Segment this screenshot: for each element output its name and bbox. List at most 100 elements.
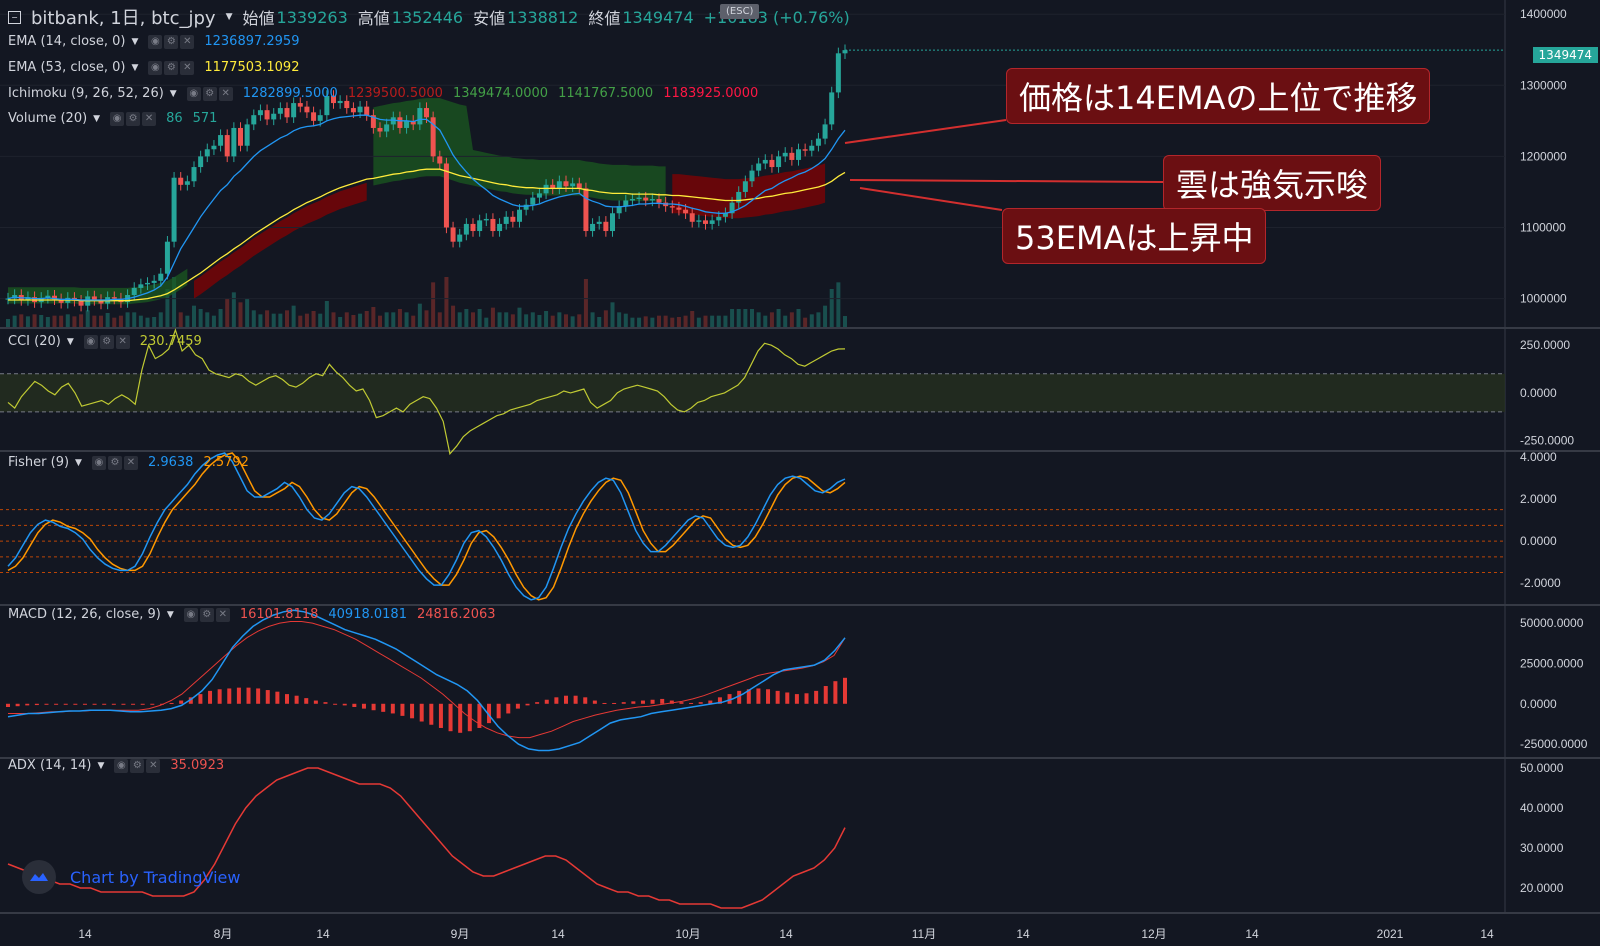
close-icon[interactable]: ✕: [123, 455, 138, 470]
macd-histogram-bar: [400, 703, 405, 716]
cci-value: 230.7459: [139, 334, 202, 349]
macd-axis-label: 50000.0000: [1520, 616, 1584, 630]
macd-line: [7, 609, 846, 752]
volume-bar: [530, 312, 535, 327]
gear-icon[interactable]: ⚙: [164, 34, 179, 49]
time-axis-label: 14: [78, 927, 92, 941]
chevron-down-icon[interactable]: ▼: [93, 113, 101, 124]
volume-bar: [351, 315, 356, 327]
legend-adx[interactable]: ADX (14, 14) ▼ ◉ ⚙ ✕ 35.0923: [8, 758, 224, 773]
gear-icon[interactable]: ⚙: [130, 758, 145, 773]
candle-body: [317, 115, 323, 121]
volume-bar: [331, 312, 336, 327]
legend-ema53[interactable]: EMA (53, close, 0) ▼ ◉ ⚙ ✕ 1177503.1092: [8, 60, 299, 75]
eye-icon[interactable]: ◉: [148, 34, 163, 49]
indicator-tools: ◉ ⚙ ✕: [183, 607, 230, 622]
candle-body: [344, 100, 350, 109]
macd-histogram-bar: [285, 694, 289, 704]
volume-bar: [537, 315, 542, 327]
volume-bar: [132, 312, 137, 327]
gear-icon[interactable]: ⚙: [107, 455, 122, 470]
volume-bar: [743, 309, 748, 327]
tradingview-watermark[interactable]: Chart by TradingView: [22, 860, 240, 894]
legend-ichimoku[interactable]: Ichimoku (9, 26, 52, 26) ▼ ◉ ⚙ ✕ 1282899.50…: [8, 86, 758, 101]
candle-body: [45, 295, 51, 298]
gear-icon[interactable]: ⚙: [126, 111, 141, 126]
eye-icon[interactable]: ◉: [183, 607, 198, 622]
ichimoku-cloud: [672, 163, 826, 219]
close-icon[interactable]: ✕: [146, 758, 161, 773]
volume-bar: [676, 317, 681, 327]
close-icon[interactable]: ✕: [218, 86, 233, 101]
close-icon[interactable]: ✕: [115, 334, 130, 349]
gear-icon[interactable]: ⚙: [164, 60, 179, 75]
fisher-trigger-value: 2.5792: [203, 455, 249, 470]
eye-icon[interactable]: ◉: [91, 455, 106, 470]
gear-icon[interactable]: ⚙: [199, 607, 214, 622]
esc-badge[interactable]: (ESC): [720, 4, 760, 19]
close-icon[interactable]: ✕: [180, 34, 195, 49]
volume-bar: [344, 312, 349, 327]
candle-body: [204, 149, 210, 157]
chevron-down-icon[interactable]: ▼: [66, 336, 74, 347]
macd-histogram-bar: [794, 694, 799, 704]
price-axis-label: 1200000: [1520, 149, 1567, 163]
close-icon[interactable]: ✕: [142, 111, 157, 126]
macd-histogram-bar: [304, 698, 309, 704]
candle-body: [530, 197, 536, 205]
time-axis-label: 14: [551, 927, 565, 941]
legend-cci[interactable]: CCI (20) ▼ ◉ ⚙ ✕ 230.7459: [8, 334, 202, 349]
macd-histogram-bar: [438, 703, 443, 728]
chevron-down-icon[interactable]: ▼: [97, 760, 105, 771]
eye-icon[interactable]: ◉: [110, 111, 125, 126]
chevron-down-icon[interactable]: ▼: [225, 12, 233, 22]
volume-bar: [424, 310, 429, 327]
candle-body: [510, 216, 516, 222]
volume-bar: [696, 317, 701, 327]
candle-body: [437, 156, 443, 164]
candle-body: [742, 181, 748, 192]
chevron-down-icon[interactable]: ▼: [169, 88, 177, 99]
close-icon[interactable]: ✕: [180, 60, 195, 75]
chevron-down-icon[interactable]: ▼: [131, 36, 139, 47]
macd-histogram-bar: [111, 703, 116, 705]
volume-bar: [836, 282, 841, 327]
legend-macd[interactable]: MACD (12, 26, close, 9) ▼ ◉ ⚙ ✕ 16101.8118 …: [8, 607, 496, 622]
macd-histogram-bar: [44, 703, 49, 705]
eye-icon[interactable]: ◉: [186, 86, 201, 101]
macd-histogram-bar: [525, 703, 530, 706]
eye-icon[interactable]: ◉: [83, 334, 98, 349]
volume-bar: [597, 317, 602, 327]
eye-icon[interactable]: ◉: [114, 758, 129, 773]
volume-bar: [324, 301, 329, 327]
candle-body: [596, 221, 602, 224]
legend-fisher[interactable]: Fisher (9) ▼ ◉ ⚙ ✕ 2.9638 2.5792: [8, 455, 249, 470]
macd-histogram-bar: [169, 702, 174, 704]
candle-body: [563, 181, 569, 187]
macd-histogram-bar: [496, 703, 501, 719]
volume-bar: [431, 282, 436, 327]
close-icon[interactable]: ✕: [215, 607, 230, 622]
volume-bar: [683, 315, 688, 327]
volume-bar: [238, 302, 243, 327]
indicator-tools: ◉ ⚙ ✕: [114, 758, 161, 773]
chevron-down-icon[interactable]: ▼: [166, 609, 174, 620]
chevron-down-icon[interactable]: ▼: [131, 62, 139, 73]
ema53-label: EMA (53, close, 0): [8, 60, 126, 75]
eye-icon[interactable]: ◉: [148, 60, 163, 75]
volume-bar: [205, 312, 210, 327]
symbol-title[interactable]: bitbank, 1日, btc_jpy: [31, 8, 216, 29]
legend-volume[interactable]: Volume (20) ▼ ◉ ⚙ ✕ 86 571: [8, 111, 217, 126]
macd-histogram-bar: [583, 697, 588, 704]
chevron-down-icon[interactable]: ▼: [75, 457, 82, 468]
volume-bar: [231, 292, 236, 327]
gear-icon[interactable]: ⚙: [99, 334, 114, 349]
candle-body: [722, 213, 728, 217]
macd-histogram-bar: [487, 703, 492, 724]
panel-toggle-icon[interactable]: −: [8, 10, 21, 24]
volume-bar: [364, 311, 369, 327]
legend-ema14[interactable]: EMA (14, close, 0) ▼ ◉ ⚙ ✕ 1236897.2959: [8, 34, 299, 49]
macd-histogram-bar: [54, 703, 59, 705]
gear-icon[interactable]: ⚙: [202, 86, 217, 101]
